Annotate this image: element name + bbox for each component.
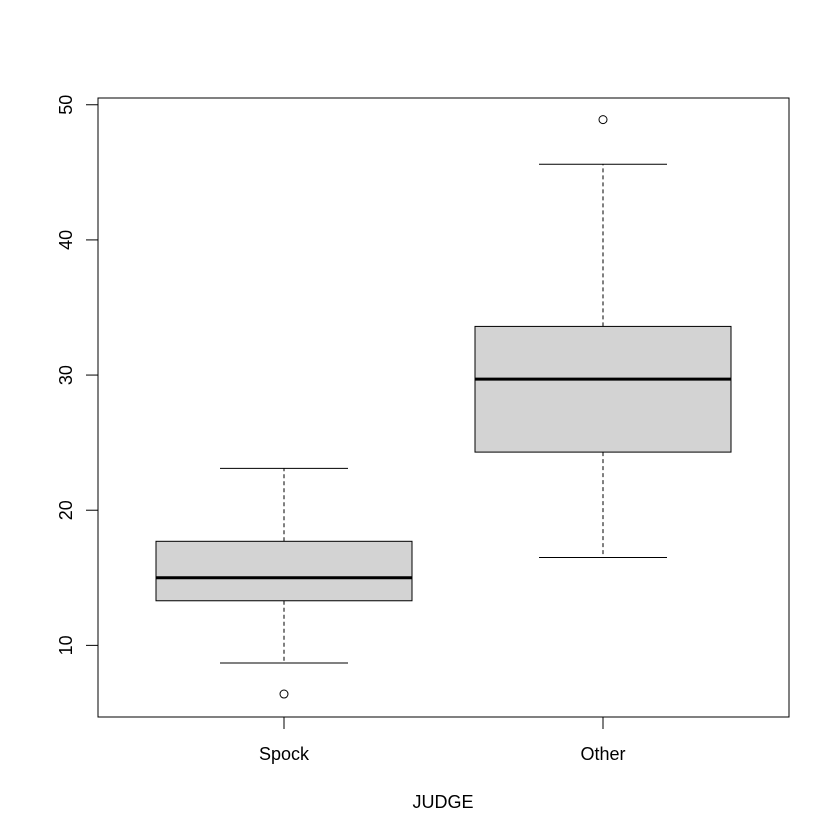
boxes xyxy=(155,115,732,699)
y-tick-label: 30 xyxy=(56,365,76,385)
x-tick-label: Spock xyxy=(259,744,310,764)
box-iqr xyxy=(155,540,413,602)
box-spock xyxy=(155,467,413,699)
y-tick-label: 20 xyxy=(56,500,76,520)
x-axis: Spock Other xyxy=(259,716,626,764)
x-tick-label: Other xyxy=(580,744,625,764)
outlier-point xyxy=(598,115,608,125)
y-tick-label: 50 xyxy=(56,95,76,115)
outlier-point xyxy=(279,689,289,699)
y-axis: 10 20 30 40 50 xyxy=(56,95,99,655)
x-axis-label: JUDGE xyxy=(412,792,473,812)
box-iqr xyxy=(474,325,732,453)
box-other xyxy=(474,115,732,559)
y-tick-label: 40 xyxy=(56,230,76,250)
y-tick-label: 10 xyxy=(56,635,76,655)
